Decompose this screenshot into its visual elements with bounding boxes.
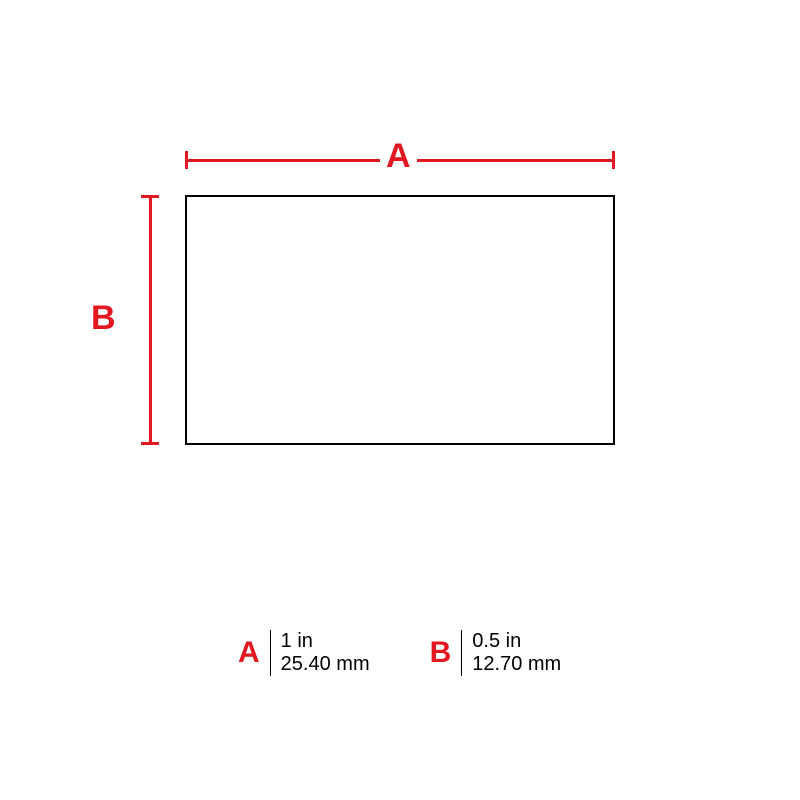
dimension-a-label: A [380,137,417,176]
dimension-a-cap-left [185,151,188,169]
dimension-legend: A 1 in 25.40 mm B 0.5 in 12.70 mm [238,630,561,676]
diagram-canvas: A B A 1 in 25.40 mm B 0.5 in 12.70 mm [0,0,800,800]
dimension-b-cap-bottom [141,442,159,445]
legend-a-mm: 25.40 mm [281,653,370,676]
dimension-a-cap-right [612,151,615,169]
legend-values-a: 1 in 25.40 mm [281,630,370,676]
legend-separator [270,630,271,676]
legend-a-inches: 1 in [281,630,370,653]
legend-b-mm: 12.70 mm [472,653,561,676]
legend-values-b: 0.5 in 12.70 mm [472,630,561,676]
dimension-b-label: B [91,299,116,338]
dimension-b-cap-top [141,195,159,198]
legend-separator [461,630,462,676]
dimension-b-line [149,195,152,445]
legend-item-b: B 0.5 in 12.70 mm [430,630,562,676]
legend-letter-b: B [430,636,462,670]
label-rectangle [185,195,615,445]
legend-item-a: A 1 in 25.40 mm [238,630,370,676]
legend-letter-a: A [238,636,270,670]
legend-b-inches: 0.5 in [472,630,561,653]
